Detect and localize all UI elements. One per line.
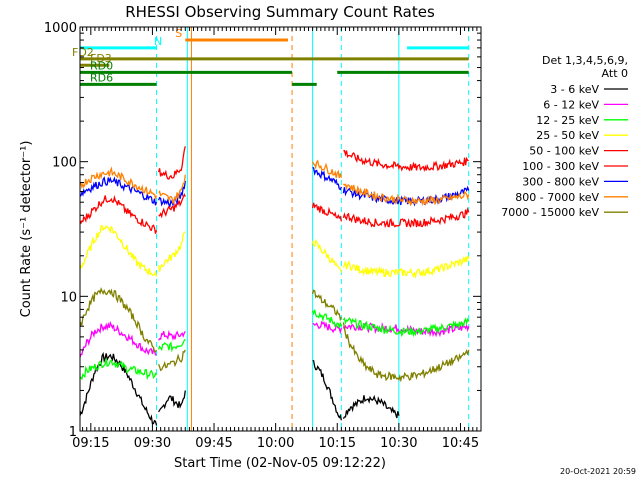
series-line <box>311 289 342 322</box>
x-tick-label: 10:45 <box>442 436 479 451</box>
series-line <box>158 174 186 204</box>
series-line <box>311 238 343 273</box>
series-line <box>157 146 186 180</box>
series-line <box>79 358 158 381</box>
legend-label: 3 - 6 keV <box>550 83 599 96</box>
x-axis: 09:15 09:30 09:45 10:00 10:15 10:30 10:45 <box>72 27 482 451</box>
legend: Det 1,3,4,5,6,9,Att 03 - 6 keV 6 - 12 keV… <box>501 54 628 219</box>
x-tick-label: 09:45 <box>195 436 232 451</box>
flag-label: N <box>154 35 162 48</box>
y-tick-label: 10 <box>60 290 77 305</box>
flag-label: FD2 <box>72 46 94 59</box>
series-line <box>342 255 470 280</box>
instrument-state-markers <box>156 27 470 431</box>
series-line <box>79 194 158 234</box>
series-line <box>342 394 400 419</box>
series-line <box>79 176 158 206</box>
series-line <box>157 180 186 208</box>
series-line <box>343 149 469 173</box>
y-tick-label: 1000 <box>44 21 77 36</box>
series-line <box>79 320 157 358</box>
legend-label: 12 - 25 keV <box>536 114 599 127</box>
y-axis: 1 10 100 1000 <box>44 21 481 440</box>
series-line <box>342 183 470 207</box>
series-line <box>342 317 470 338</box>
series-line <box>79 287 158 353</box>
x-tick-label: 10:15 <box>319 436 356 451</box>
series-line <box>311 309 343 328</box>
y-axis-label: Count Rate (s⁻¹ detector⁻¹) <box>19 141 34 318</box>
series-line <box>311 202 343 222</box>
chart-title: RHESSI Observing Summary Count Rates <box>125 3 435 21</box>
y-tick-label: 100 <box>52 156 77 171</box>
legend-label: 50 - 100 keV <box>529 145 599 158</box>
legend-header-line: Det 1,3,4,5,6,9, <box>542 54 628 67</box>
series-line <box>157 338 186 353</box>
series-line <box>79 225 158 277</box>
series-line <box>158 349 186 372</box>
legend-label: 25 - 50 keV <box>536 129 599 142</box>
series-line <box>342 322 470 383</box>
x-tick-label: 10:00 <box>257 436 294 451</box>
series-line <box>157 231 186 272</box>
series-line <box>312 159 343 179</box>
x-tick-label: 10:30 <box>380 436 417 451</box>
series-line <box>158 193 186 219</box>
plot-frame <box>79 26 482 432</box>
series-lines <box>79 146 470 426</box>
flag-label: FD3 <box>90 52 112 65</box>
x-axis-label: Start Time (02-Nov-05 09:12:22) <box>174 456 386 471</box>
series-line <box>312 166 342 191</box>
series-line <box>79 166 158 201</box>
x-tick-label: 09:30 <box>134 436 171 451</box>
series-line <box>158 329 186 341</box>
legend-label: 7000 - 15000 keV <box>501 206 599 219</box>
timestamp-label: 20-Oct-2021 20:59 <box>560 467 636 476</box>
flag-label: RD0 <box>90 59 113 72</box>
flag-label: S <box>175 27 182 40</box>
x-tick-label: 09:15 <box>72 436 109 451</box>
legend-label: 6 - 12 keV <box>543 98 599 111</box>
legend-label: 800 - 7000 keV <box>515 191 599 204</box>
series-line <box>158 390 186 413</box>
y-tick-label: 1 <box>69 425 77 440</box>
series-line <box>342 206 470 229</box>
legend-header-line: Att 0 <box>602 67 628 80</box>
legend-label: 100 - 300 keV <box>522 160 599 173</box>
legend-label: 300 - 800 keV <box>522 175 599 188</box>
series-line <box>312 359 343 421</box>
series-line <box>342 322 470 338</box>
flag-label: RD6 <box>90 71 113 84</box>
